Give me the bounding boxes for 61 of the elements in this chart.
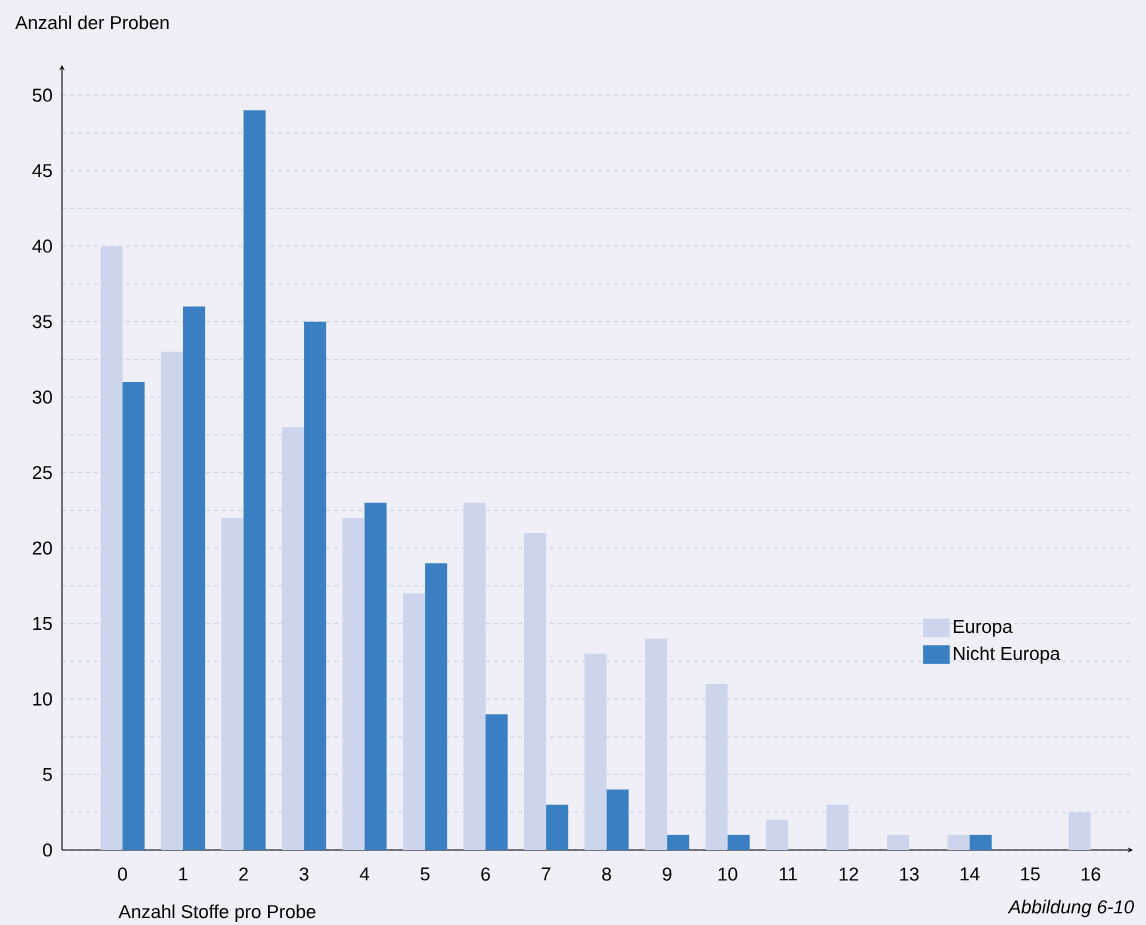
bar bbox=[100, 246, 123, 850]
y-tick-label: 30 bbox=[32, 390, 52, 404]
bar bbox=[304, 321, 327, 850]
y-tick-label: 10 bbox=[33, 692, 52, 706]
x-tick-label: 11 bbox=[779, 867, 797, 881]
bar bbox=[425, 563, 448, 850]
bar bbox=[584, 653, 607, 850]
bar bbox=[606, 789, 629, 850]
bar bbox=[342, 517, 365, 850]
x-tick-label: 12 bbox=[839, 867, 859, 881]
x-tick-label: 14 bbox=[960, 867, 980, 881]
bar bbox=[766, 819, 789, 850]
bar bbox=[969, 834, 992, 850]
bar bbox=[221, 517, 244, 850]
y-tick-label: 45 bbox=[32, 164, 52, 178]
bar bbox=[523, 532, 547, 850]
bar bbox=[243, 110, 266, 850]
y-tick-label: 15 bbox=[33, 617, 52, 631]
legend-label: Nicht Europa bbox=[953, 646, 1061, 664]
y-tick-label: 40 bbox=[32, 239, 52, 253]
bar bbox=[667, 834, 690, 850]
bar bbox=[645, 638, 668, 850]
bar bbox=[122, 382, 145, 850]
bar bbox=[183, 306, 206, 850]
bar bbox=[887, 834, 910, 850]
bar bbox=[1068, 812, 1091, 850]
y-tick-label: 5 bbox=[43, 768, 52, 782]
x-tick-label: 15 bbox=[1021, 867, 1040, 881]
y-tick-label: 50 bbox=[32, 88, 52, 102]
legend-label: Europa bbox=[953, 620, 1013, 637]
x-tick-label: 2 bbox=[239, 867, 248, 881]
x-tick-label: 7 bbox=[541, 867, 551, 881]
bar bbox=[463, 502, 486, 850]
x-tick-label: 9 bbox=[662, 867, 672, 881]
bar bbox=[485, 714, 508, 850]
x-tick-label: 13 bbox=[900, 867, 919, 881]
bar bbox=[826, 804, 849, 850]
y-tick-label: 0 bbox=[43, 843, 52, 857]
bar bbox=[727, 834, 750, 850]
x-tick-label: 5 bbox=[420, 867, 430, 881]
bar bbox=[364, 502, 387, 850]
bar bbox=[402, 593, 426, 850]
x-tick-label: 0 bbox=[118, 867, 127, 881]
x-tick-label: 10 bbox=[718, 867, 738, 881]
text: Abbildung 6-10 bbox=[1007, 899, 1134, 918]
bar bbox=[947, 834, 970, 850]
y-axis-title: Anzahl der Proben bbox=[15, 15, 169, 30]
x-tick-label: 16 bbox=[1081, 867, 1101, 881]
bar bbox=[160, 351, 184, 850]
x-tick-label: 1 bbox=[179, 867, 188, 881]
y-tick-label: 35 bbox=[32, 315, 52, 329]
y-tick-label: 20 bbox=[32, 541, 52, 555]
x-tick-label: 8 bbox=[602, 867, 611, 881]
bar bbox=[546, 804, 569, 850]
x-axis-title: Anzahl Stoffe pro Probe bbox=[118, 904, 316, 922]
y-tick-label: 25 bbox=[32, 465, 52, 480]
bar bbox=[705, 683, 728, 850]
bar bbox=[281, 427, 305, 850]
x-tick-label: 3 bbox=[299, 867, 309, 881]
x-tick-label: 4 bbox=[359, 867, 370, 881]
x-tick-label: 6 bbox=[481, 867, 490, 881]
